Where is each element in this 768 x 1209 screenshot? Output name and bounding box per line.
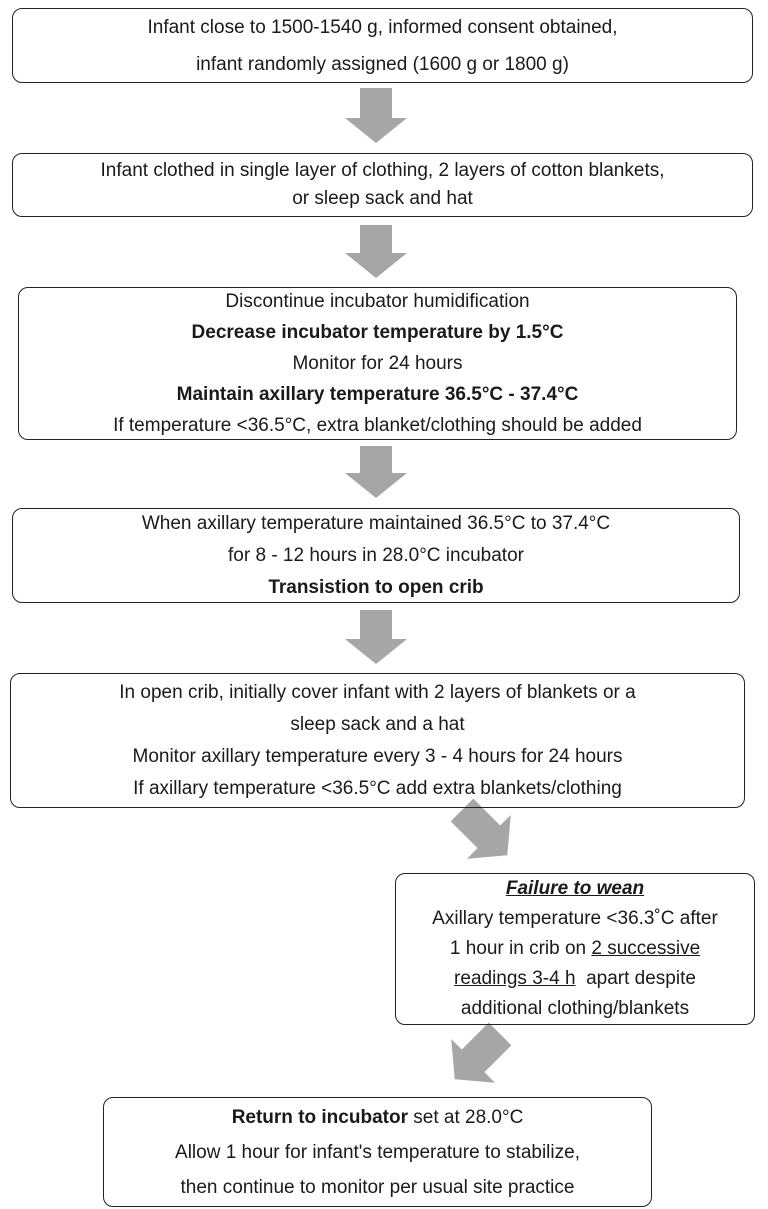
node: Infant close to 1500-1540 g, informed co… <box>12 8 753 83</box>
text: Decrease incubator temperature by 1.5°C <box>191 322 564 343</box>
text: or sleep sack and hat <box>292 188 473 209</box>
text-line: Failure to wean <box>506 874 644 904</box>
text-line: 1 hour in crib on 2 successive <box>450 934 700 964</box>
text: Monitor for 24 hours <box>292 353 463 374</box>
text: Axillary temperature <36.3˚C after <box>432 908 718 929</box>
text: Maintain axillary temperature 36.5°C - 3… <box>176 384 579 405</box>
text-line: Discontinue incubator humidification <box>225 286 529 317</box>
text: If axillary temperature <36.5°C add extr… <box>133 777 622 799</box>
node: In open crib, initially cover infant wit… <box>10 673 745 808</box>
text-line: Axillary temperature <36.3˚C after <box>432 904 718 934</box>
arrow <box>345 88 407 143</box>
text-line: Infant clothed in single layer of clothi… <box>101 157 665 185</box>
node: Failure to wean Axillary temperature <36.… <box>395 873 755 1025</box>
text-line: readings 3-4 h apart despite <box>454 964 696 994</box>
text: set at 28.0°C <box>407 1106 524 1128</box>
text: Infant close to 1500-1540 g, informed co… <box>147 16 618 38</box>
text-line: Decrease incubator temperature by 1.5°C <box>192 317 564 348</box>
text-line: When axillary temperature maintained 36.… <box>142 508 610 540</box>
text: If temperature <36.5°C, extra blanket/cl… <box>113 415 642 436</box>
text: Infant clothed in single layer of clothi… <box>100 160 665 181</box>
text-line: Maintain axillary temperature 36.5°C - 3… <box>177 379 579 410</box>
text: then continue to monitor per usual site … <box>180 1176 575 1198</box>
arrow <box>345 446 407 498</box>
text-line: If axillary temperature <36.5°C add extr… <box>133 773 622 805</box>
node: When axillary temperature maintained 36.… <box>12 508 740 603</box>
text: apart despite <box>575 968 696 989</box>
text: Transistion to open crib <box>268 576 484 598</box>
text: When axillary temperature maintained 36.… <box>141 512 611 534</box>
node: Return to incubator set at 28.0°C Allow 1… <box>103 1097 652 1207</box>
text-line: Transistion to open crib <box>268 572 483 604</box>
text-line: then continue to monitor per usual site … <box>181 1170 575 1205</box>
text-line: In open crib, initially cover infant wit… <box>119 677 635 709</box>
text-line: sleep sack and a hat <box>290 709 464 741</box>
arrow <box>345 610 407 664</box>
arrow <box>451 1022 512 1083</box>
node: Discontinue incubator humidification Decr… <box>18 287 737 440</box>
text: sleep sack and a hat <box>290 713 465 735</box>
text: 1 hour in crib on <box>449 938 592 959</box>
text-line: Infant close to 1500-1540 g, informed co… <box>147 9 617 46</box>
text-line: or sleep sack and hat <box>292 185 473 213</box>
text-line: Monitor for 24 hours <box>292 348 462 379</box>
node: Infant clothed in single layer of clothi… <box>12 153 753 217</box>
text: Monitor axillary temperature every 3 - 4… <box>132 745 623 767</box>
text: 2 successive <box>591 938 701 959</box>
text: Discontinue incubator humidification <box>225 291 530 312</box>
text: In open crib, initially cover infant wit… <box>119 681 636 703</box>
text-line: infant randomly assigned (1600 g or 1800… <box>196 46 569 83</box>
text: for 8 - 12 hours in 28.0°C incubator <box>228 544 524 566</box>
text: infant randomly assigned (1600 g or 1800… <box>196 53 569 75</box>
text: additional clothing/blankets <box>460 998 690 1019</box>
text: Return to incubator <box>231 1106 408 1128</box>
text-line: additional clothing/blankets <box>461 994 689 1024</box>
text: Failure to wean <box>505 878 645 899</box>
text: Allow 1 hour for infant's temperature to… <box>175 1141 580 1163</box>
text-line: Allow 1 hour for infant's temperature to… <box>175 1135 580 1170</box>
text-line: If temperature <36.5°C, extra blanket/cl… <box>113 410 642 441</box>
arrow <box>450 798 511 859</box>
text-line: for 8 - 12 hours in 28.0°C incubator <box>228 540 524 572</box>
text: readings 3-4 h <box>454 968 576 989</box>
text-line: Monitor axillary temperature every 3 - 4… <box>133 741 623 773</box>
arrow <box>345 225 407 278</box>
text-line: Return to incubator set at 28.0°C <box>232 1100 524 1135</box>
